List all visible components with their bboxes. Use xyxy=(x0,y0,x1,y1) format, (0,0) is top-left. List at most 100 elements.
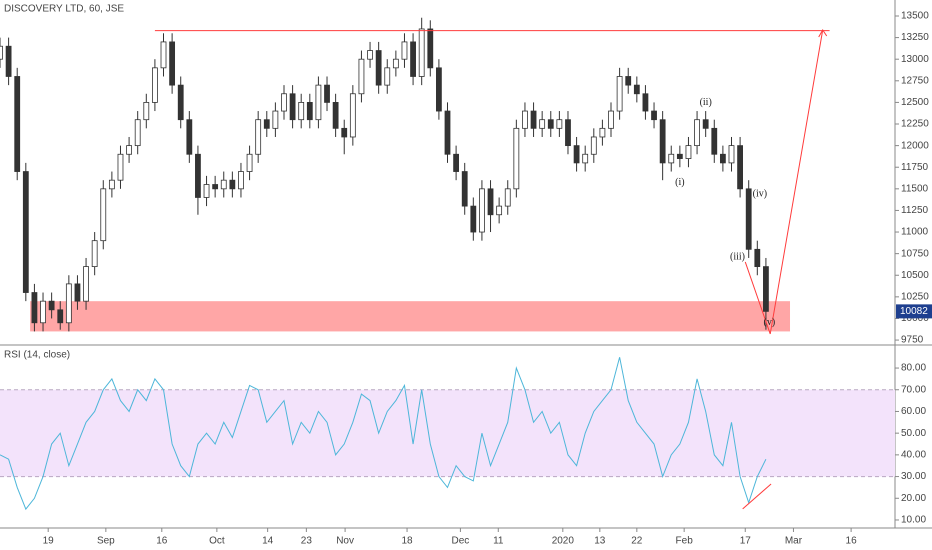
chart-title: DISCOVERY LTD, 60, JSE xyxy=(4,4,124,15)
last-price-box xyxy=(896,304,932,319)
candle-body xyxy=(220,179,227,190)
y-tick-label: 40.00 xyxy=(901,450,926,461)
x-tick-label: 14 xyxy=(262,536,274,547)
candle-body xyxy=(0,45,3,60)
candle-body xyxy=(470,205,477,233)
candle-body xyxy=(186,119,193,155)
candle-body xyxy=(100,188,107,242)
candle-body xyxy=(143,102,150,121)
y-tick-label: 60.00 xyxy=(901,406,926,417)
candle-body xyxy=(608,110,614,129)
candle-body xyxy=(134,119,141,147)
projection-path xyxy=(744,29,824,335)
candle-body xyxy=(5,45,12,77)
candle-body xyxy=(573,145,580,164)
x-tick-label: Dec xyxy=(452,536,470,547)
wave-label: (ii) xyxy=(700,97,712,108)
y-tick-label: 11250 xyxy=(901,205,929,216)
y-tick-label: 10.00 xyxy=(901,515,926,526)
candle-body xyxy=(392,58,399,69)
wave-label: (iii) xyxy=(730,251,745,262)
candle-body xyxy=(160,41,167,69)
candle-body xyxy=(40,300,46,324)
candle-body xyxy=(169,41,176,86)
candle-body xyxy=(22,171,29,293)
x-tick-label: Sep xyxy=(97,536,115,547)
x-tick-label: 18 xyxy=(401,536,413,547)
x-tick-label: 13 xyxy=(594,536,606,547)
y-tick-label: 10250 xyxy=(901,291,929,302)
candle-body xyxy=(547,119,554,129)
candle-body xyxy=(83,266,89,302)
candle-body xyxy=(341,127,348,138)
x-tick-label: 16 xyxy=(156,536,168,547)
candle-body xyxy=(763,266,769,312)
candle-body xyxy=(57,309,64,324)
x-tick-label: 22 xyxy=(631,536,643,547)
candle-body xyxy=(410,41,416,77)
candle-body xyxy=(754,248,761,268)
y-tick-label: 80.00 xyxy=(901,363,926,374)
candle-body xyxy=(315,84,322,121)
candle-body xyxy=(590,136,597,155)
candle-body xyxy=(522,110,528,129)
y-tick-label: 10750 xyxy=(901,248,929,259)
candle-body xyxy=(65,283,72,324)
candle-body xyxy=(126,145,132,155)
y-tick-label: 13500 xyxy=(901,11,929,22)
candle-body xyxy=(461,171,468,207)
candle-body xyxy=(539,119,546,129)
y-tick-label: 12250 xyxy=(901,119,929,130)
rsi-line xyxy=(0,357,767,511)
y-tick-label: 30.00 xyxy=(901,471,926,482)
y-tick-label: 9750 xyxy=(901,335,924,346)
x-tick-label: 16 xyxy=(846,536,858,547)
candle-body xyxy=(659,119,666,164)
y-tick-label: 13250 xyxy=(901,32,929,43)
x-tick-label: 19 xyxy=(43,536,55,547)
candle-body xyxy=(289,93,296,121)
candle-body xyxy=(14,76,21,172)
candle-body xyxy=(487,188,494,216)
y-tick-label: 10500 xyxy=(901,270,929,281)
x-tick-label: 2020 xyxy=(552,536,575,547)
candle-body xyxy=(203,184,210,198)
candle-body xyxy=(152,67,158,103)
y-tick-label: 12000 xyxy=(901,140,929,151)
candle-body xyxy=(737,145,743,190)
candle-body xyxy=(74,283,81,302)
candle-body xyxy=(367,50,373,60)
candle-body xyxy=(642,93,649,112)
wave-label: (i) xyxy=(675,177,684,188)
candle-body xyxy=(702,119,709,129)
x-tick-label: Nov xyxy=(336,536,354,547)
candle-body xyxy=(651,110,657,121)
candle-body xyxy=(117,153,124,181)
rsi-band xyxy=(0,389,895,477)
rsi-title: RSI (14, close) xyxy=(4,350,70,361)
candle-body xyxy=(324,84,330,103)
candle-body xyxy=(582,153,589,164)
x-tick-label: 11 xyxy=(493,536,504,547)
candle-body xyxy=(177,84,184,121)
candle-body xyxy=(246,153,253,172)
wave-label: (iv) xyxy=(753,188,767,199)
candle-body xyxy=(513,127,520,190)
candle-body xyxy=(384,67,391,86)
candle-body xyxy=(401,41,408,60)
y-tick-label: 10000 xyxy=(901,313,929,324)
candle-body xyxy=(212,184,219,190)
y-tick-label: 11750 xyxy=(901,162,929,173)
x-tick-label: Oct xyxy=(209,536,225,547)
support-zone xyxy=(30,301,791,332)
candle-body xyxy=(238,171,244,190)
candle-body xyxy=(332,102,339,129)
candle-body xyxy=(48,300,55,311)
y-tick-label: 50.00 xyxy=(901,428,926,439)
candle-body xyxy=(496,205,503,216)
candle-body xyxy=(375,50,382,86)
candle-body xyxy=(556,119,563,129)
candle-body xyxy=(745,188,752,250)
candle-body xyxy=(229,179,236,190)
